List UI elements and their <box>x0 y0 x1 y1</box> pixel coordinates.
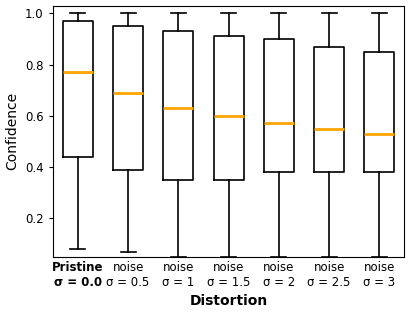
X-axis label: Distortion: Distortion <box>189 295 267 308</box>
Y-axis label: Confidence: Confidence <box>6 92 20 170</box>
